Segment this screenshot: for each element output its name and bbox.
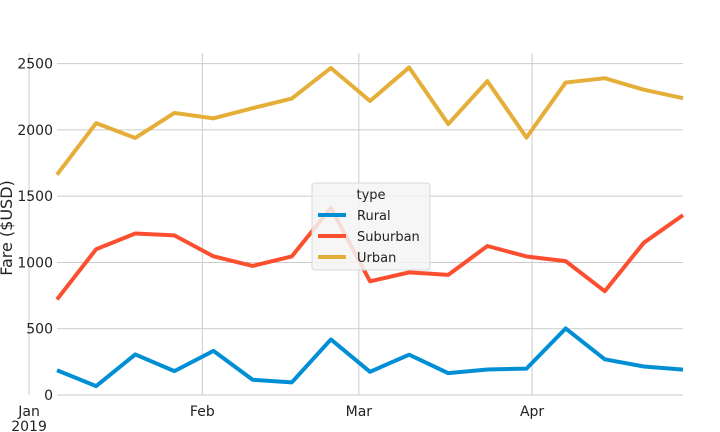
y-tick-label: 1500: [17, 189, 53, 205]
y-tick-label: 1000: [17, 255, 53, 271]
legend-title: type: [356, 188, 385, 203]
legend: type Rural Suburban Urban: [311, 182, 431, 271]
y-tick-label: 2500: [17, 57, 53, 73]
y-tick-label: 500: [26, 322, 53, 338]
x-tick-label: Feb: [190, 404, 215, 420]
series-line-suburban: [55, 205, 685, 301]
x-tick-label: Jan: [17, 404, 40, 420]
y-tick-label: 2000: [17, 123, 53, 139]
series-lines: [55, 65, 685, 389]
legend-label-urban: Urban: [357, 251, 396, 266]
x-tick-year-label: 2019: [11, 419, 47, 432]
y-tick-label: 0: [44, 388, 53, 404]
series-line-rural: [56, 326, 684, 389]
series-line-urban: [55, 65, 684, 176]
x-tick-label: Mar: [346, 404, 373, 420]
x-tick-label: Apr: [520, 404, 544, 420]
legend-box: [311, 182, 431, 271]
legend-label-rural: Rural: [357, 209, 391, 224]
y-axis-ticks: 0 500 1000 1500 2000 2500: [17, 57, 53, 404]
legend-label-suburban: Suburban: [357, 230, 420, 245]
y-axis-title: Fare ($USD): [0, 180, 16, 276]
